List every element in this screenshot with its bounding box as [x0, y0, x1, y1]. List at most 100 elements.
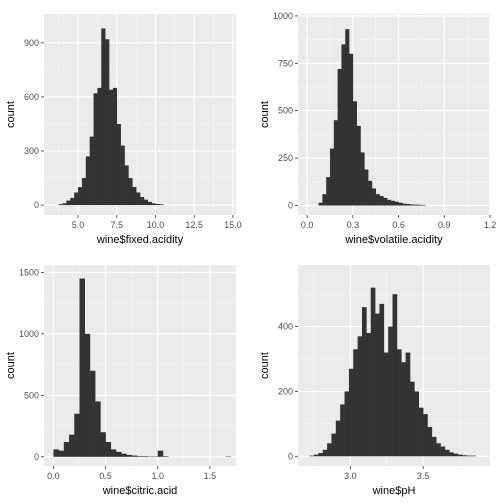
histogram-bar [436, 443, 441, 457]
histogram-bar [360, 152, 365, 206]
histogram-bar [383, 352, 389, 457]
x-tick-label: 1.0 [151, 471, 164, 481]
histogram-bar [120, 145, 125, 206]
histogram-bar [471, 455, 476, 457]
histogram-bar [136, 456, 143, 457]
histogram-bar [379, 196, 384, 206]
histogram-bar [81, 178, 87, 206]
histogram-bar [70, 197, 75, 206]
histogram-bar [344, 391, 350, 457]
y-tick-label: 750 [278, 58, 293, 68]
histogram-bar [462, 455, 468, 457]
histogram-bar [402, 203, 407, 206]
histogram-bar [69, 434, 75, 457]
histogram-3: 0.0 0.5 1.0 1.5 0 500 1000 1500 wine$citric.acid… [5, 265, 237, 497]
x-axis-title: wine$fixed.acidity [96, 234, 184, 246]
histogram-bar [58, 450, 65, 457]
histogram-bar [398, 202, 403, 206]
histogram-bar [366, 333, 372, 457]
x-tick-label: 0.9 [438, 220, 451, 230]
histogram-bar [151, 203, 156, 206]
histogram-bar [112, 87, 118, 206]
histogram-bar [356, 125, 361, 206]
histogram-bar [322, 449, 328, 457]
histogram-bar [309, 455, 315, 457]
histogram-bar [116, 123, 121, 206]
x-tick-label: 12.5 [185, 220, 203, 230]
histogram-bar [147, 201, 152, 206]
y-axis-title: count [5, 101, 17, 128]
histogram-bar [95, 401, 101, 457]
y-tick-label: 0 [288, 201, 293, 211]
histogram-bar [327, 443, 332, 457]
histogram-bar [337, 68, 342, 206]
x-tick-label: 0.3 [347, 220, 360, 230]
histogram-bar [375, 313, 380, 457]
y-tick-label: 0 [34, 200, 39, 210]
y-axis-title: count [5, 352, 17, 379]
histogram-4: 3.0 3.5 0 200 400 wine$pH count [259, 265, 490, 497]
histogram-bar [128, 178, 133, 206]
histogram-bar [155, 204, 160, 206]
histogram-bar [331, 433, 337, 457]
x-tick-label: 0.0 [301, 220, 314, 230]
y-axis-title: count [259, 101, 271, 128]
histogram-bar [78, 187, 83, 206]
y-tick-label: 1500 [19, 267, 39, 277]
histogram-bar [383, 197, 388, 206]
histogram-bar [318, 453, 324, 457]
histogram-bar [74, 413, 80, 457]
histogram-bar [375, 194, 380, 206]
histogram-bar [406, 204, 411, 206]
y-tick-label: 500 [278, 106, 293, 116]
histogram-bar [126, 454, 132, 457]
histogram-bar [162, 456, 169, 457]
histogram-bar [85, 156, 90, 206]
histogram-bar [110, 449, 117, 457]
histogram-bar [364, 169, 369, 206]
y-tick-label: 200 [278, 386, 293, 396]
histogram-bar [63, 442, 70, 457]
histogram-bar [62, 203, 67, 206]
histogram-bar [142, 456, 148, 457]
histogram-bar [449, 452, 454, 457]
histogram-bar [74, 192, 79, 206]
histogram-bar [410, 204, 415, 206]
histogram-bar [318, 202, 323, 206]
histogram-bar [326, 177, 331, 206]
histogram-bar [440, 446, 446, 457]
histogram-bar [401, 362, 406, 457]
histogram-bar [333, 120, 338, 206]
histogram-bar [370, 287, 376, 457]
histogram-bar [390, 200, 396, 206]
x-tick-label: 1.2 [484, 220, 497, 230]
histogram-bar [444, 449, 450, 457]
histogram-bar [159, 204, 164, 206]
x-axis-title: wine$citric.acid [102, 485, 178, 497]
histogram-bar [58, 204, 63, 206]
histogram-bar [79, 278, 85, 457]
x-tick-label: 0.0 [47, 471, 60, 481]
histogram-bar [413, 204, 418, 206]
histogram-bar [388, 326, 393, 457]
x-axis-title: wine$volatile.acidity [344, 234, 443, 246]
histogram-bar [423, 414, 428, 457]
y-tick-label: 900 [24, 38, 39, 48]
histogram-bar [458, 454, 463, 457]
histogram-1: 5.0 7.5 10.0 12.5 15.0 0 300 600 900 wine$fixed.a… [5, 14, 242, 246]
x-tick-label: 15.0 [224, 220, 242, 230]
histogram-2: 0.0 0.3 0.6 0.9 1.2 0 250 500 750 1000 wine$volati… [259, 11, 496, 246]
histogram-bar [89, 136, 94, 206]
histogram-bar [368, 180, 373, 206]
histogram-bar [53, 449, 59, 457]
histogram-bar [357, 336, 363, 457]
x-tick-label: 3.0 [344, 471, 357, 481]
histogram-bar [392, 294, 398, 457]
histogram-bar [140, 196, 145, 206]
histogram-bar [353, 349, 358, 457]
histogram-bar [109, 89, 114, 206]
histogram-bar [157, 450, 164, 457]
histogram-bar [349, 53, 354, 206]
histogram-bar [116, 451, 122, 457]
